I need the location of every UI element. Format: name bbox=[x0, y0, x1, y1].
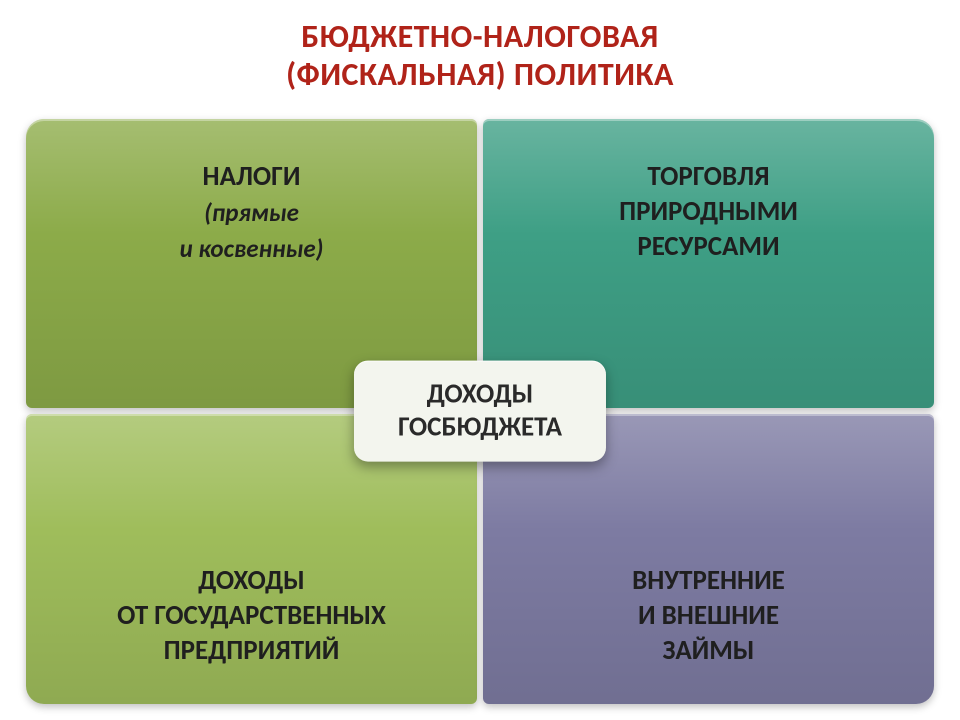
quadrant-tr-line2: ПРИРОДНЫМИ bbox=[619, 195, 798, 228]
quadrant-tl-label: НАЛОГИ (прямые и косвенные) bbox=[180, 159, 324, 266]
matrix-2x2: НАЛОГИ (прямые и косвенные) ТОРГОВЛЯ ПРИ… bbox=[26, 119, 934, 704]
center-line-2: ГОСБЮДЖЕТА bbox=[398, 410, 562, 443]
slide: БЮДЖЕТНО-НАЛОГОВАЯ (ФИСКАЛЬНАЯ) ПОЛИТИКА… bbox=[0, 0, 960, 720]
quadrant-br-label: ВНУТРЕННИЕ И ВНЕШНИЕ ЗАЙМЫ bbox=[632, 563, 785, 668]
quadrant-tl-sub2: и косвенные) bbox=[180, 232, 324, 266]
quadrant-tr-line1: ТОРГОВЛЯ bbox=[647, 160, 769, 193]
quadrant-br-line3: ЗАЙМЫ bbox=[663, 634, 755, 667]
quadrant-bl-label: ДОХОДЫ ОТ ГОСУДАРСТВЕННЫХ ПРЕДПРИЯТИЙ bbox=[117, 563, 386, 668]
quadrant-tr-label: ТОРГОВЛЯ ПРИРОДНЫМИ РЕСУРСАМИ bbox=[619, 159, 798, 264]
quadrant-br-line1: ВНУТРЕННИЕ bbox=[632, 564, 785, 597]
quadrant-br-line2: И ВНЕШНИЕ bbox=[638, 599, 779, 632]
title-line-1: БЮДЖЕТНО-НАЛОГОВАЯ bbox=[301, 17, 659, 56]
quadrant-bl-line2: ОТ ГОСУДАРСТВЕННЫХ bbox=[117, 599, 386, 632]
quadrant-bl-line3: ПРЕДПРИЯТИЙ bbox=[164, 634, 340, 667]
quadrant-tr-line3: РЕСУРСАМИ bbox=[637, 230, 779, 263]
center-line-1: ДОХОДЫ bbox=[427, 378, 534, 411]
quadrant-tl-sub1: (прямые bbox=[180, 196, 324, 230]
quadrant-bl-line1: ДОХОДЫ bbox=[198, 564, 305, 597]
title-line-2: (ФИСКАЛЬНАЯ) ПОЛИТИКА bbox=[286, 55, 674, 94]
quadrant-tl-main: НАЛОГИ bbox=[203, 160, 301, 193]
slide-title: БЮДЖЕТНО-НАЛОГОВАЯ (ФИСКАЛЬНАЯ) ПОЛИТИКА bbox=[26, 18, 934, 95]
center-box: ДОХОДЫ ГОСБЮДЖЕТА bbox=[354, 361, 606, 462]
